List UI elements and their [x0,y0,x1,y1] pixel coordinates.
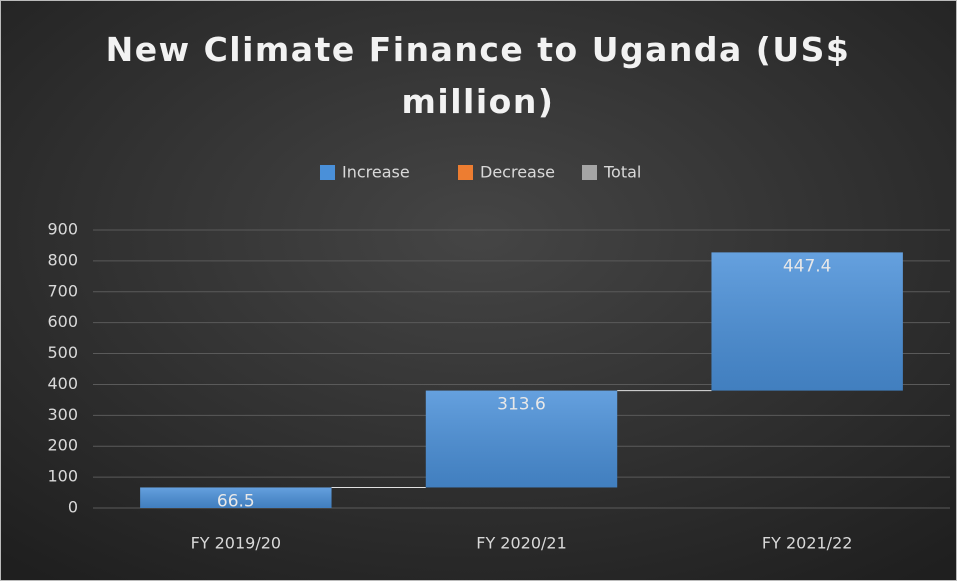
chart-title: New Climate Finance to Uganda (US$ milli… [105,30,851,121]
bar-shine [711,252,903,391]
x-tick-label: FY 2020/21 [476,534,567,553]
x-tick-label: FY 2019/20 [191,534,282,553]
y-tick-label: 700 [47,281,78,300]
bar-shine [425,390,618,488]
y-tick-label: 200 [47,436,78,455]
y-tick-label: 300 [47,405,78,424]
legend-label: Increase [342,163,410,182]
y-tick-label: 800 [47,250,78,269]
y-tick-label: 0 [68,498,78,517]
legend-swatch [320,165,335,180]
data-label: 447.4 [783,256,832,276]
x-tick-label: FY 2021/22 [762,534,853,553]
legend-swatch [582,165,597,180]
legend-label: Decrease [480,163,555,182]
y-tick-label: 500 [47,343,78,362]
y-tick-label: 900 [47,220,78,239]
y-tick-label: 400 [47,374,78,393]
legend-swatch [458,165,473,180]
bar-shine [140,487,332,508]
data-label: 313.6 [497,395,546,415]
y-tick-label: 100 [47,467,78,486]
data-label: 66.5 [217,491,255,511]
legend-label: Total [603,163,641,182]
y-tick-label: 600 [47,312,78,331]
